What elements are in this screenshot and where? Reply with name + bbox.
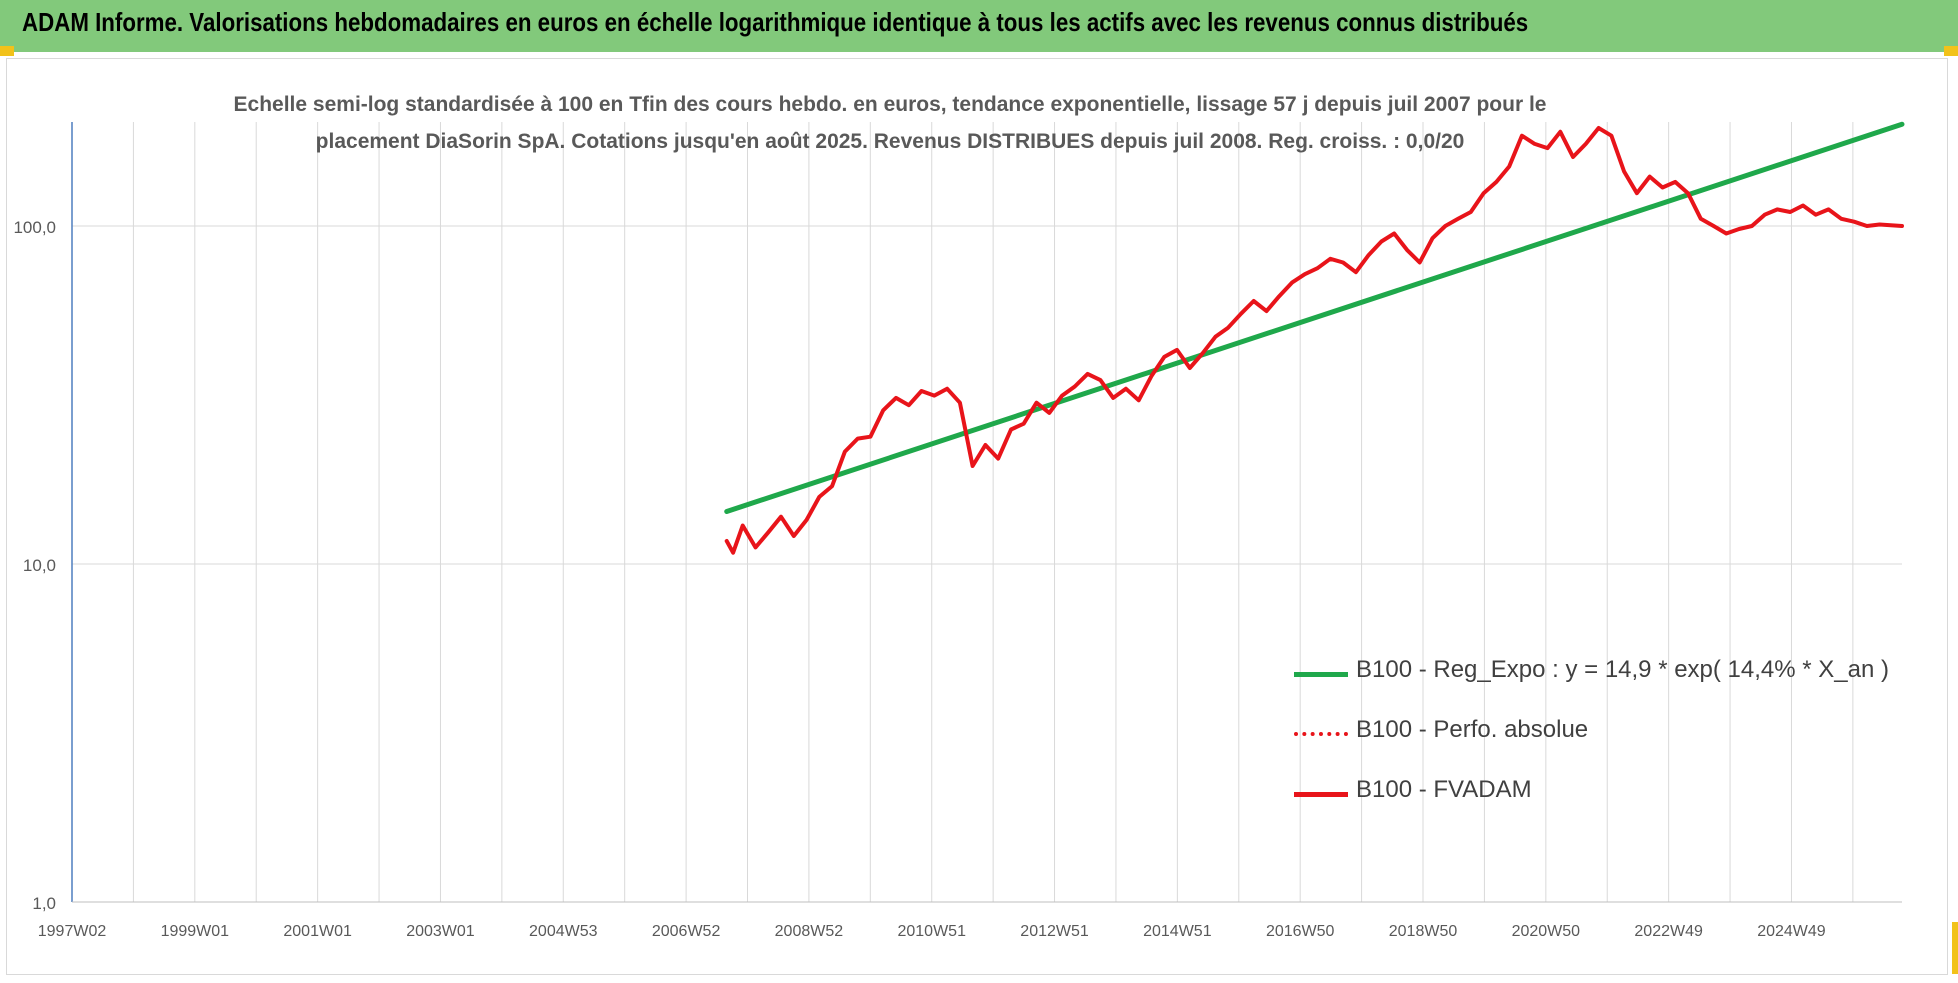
page-title: ADAM Informe. Valorisations hebdomadaire… — [22, 7, 1529, 37]
x-tick-label: 2024W49 — [1757, 923, 1826, 940]
series-line-reg-expo — [724, 121, 1905, 514]
chart-subtitle-line-2: placement DiaSorin SpA. Cotations jusqu'… — [315, 130, 1465, 153]
x-tick-label: 2014W51 — [1143, 923, 1212, 940]
x-tick-label: 1997W02 — [38, 923, 107, 940]
legend-swatch-trend — [1294, 672, 1348, 677]
x-tick-label: 2004W53 — [529, 923, 598, 940]
x-tick-label: 2012W51 — [1020, 923, 1089, 940]
legend-swatch-fvadam — [1294, 792, 1348, 797]
header-bar: ADAM Informe. Valorisations hebdomadaire… — [0, 0, 1958, 52]
legend-label-trend: B100 - Reg_Expo : y = 14,9 * exp( 14,4% … — [1356, 656, 1889, 683]
chart-frame — [6, 58, 1948, 975]
legend-label-perf: B100 - Perfo. absolue — [1356, 716, 1589, 743]
legend-item-trend: B100 - Reg_Expo : y = 14,9 * exp( 14,4% … — [1290, 650, 1910, 710]
legend-swatch-perf — [1294, 732, 1348, 736]
x-tick-label: 2018W50 — [1389, 923, 1458, 940]
x-tick-label: 2003W01 — [406, 923, 475, 940]
legend-label-fvadam: B100 - FVADAM — [1356, 776, 1532, 803]
x-tick-label: 2022W49 — [1634, 923, 1703, 940]
x-tick-label: 2008W52 — [775, 923, 844, 940]
corner-mark-bottom-right — [1952, 922, 1958, 974]
x-tick-label: 2006W52 — [652, 923, 721, 940]
y-tick-label: 100,0 — [13, 218, 56, 237]
y-tick-label: 1,0 — [32, 894, 56, 913]
x-tick-label: 2016W50 — [1266, 923, 1335, 940]
x-tick-label: 2010W51 — [897, 923, 966, 940]
x-tick-label: 1999W01 — [161, 923, 230, 940]
corner-mark-top-right — [1944, 46, 1958, 56]
x-tick-label: 2001W01 — [283, 923, 352, 940]
legend-item-fvadam: B100 - FVADAM — [1290, 770, 1910, 830]
series-line-fvadam — [724, 126, 1904, 555]
chart-subtitle-line-1: Echelle semi-log standardisée à 100 en T… — [233, 93, 1547, 116]
chart-legend: B100 - Reg_Expo : y = 14,9 * exp( 14,4% … — [1290, 650, 1910, 830]
y-tick-label: 10,0 — [23, 556, 56, 575]
x-tick-label: 2020W50 — [1512, 923, 1581, 940]
corner-mark-top-left — [0, 46, 14, 56]
legend-item-perf: B100 - Perfo. absolue — [1290, 710, 1910, 770]
chart-subtitle: Echelle semi-log standardisée à 100 en T… — [200, 86, 1580, 160]
